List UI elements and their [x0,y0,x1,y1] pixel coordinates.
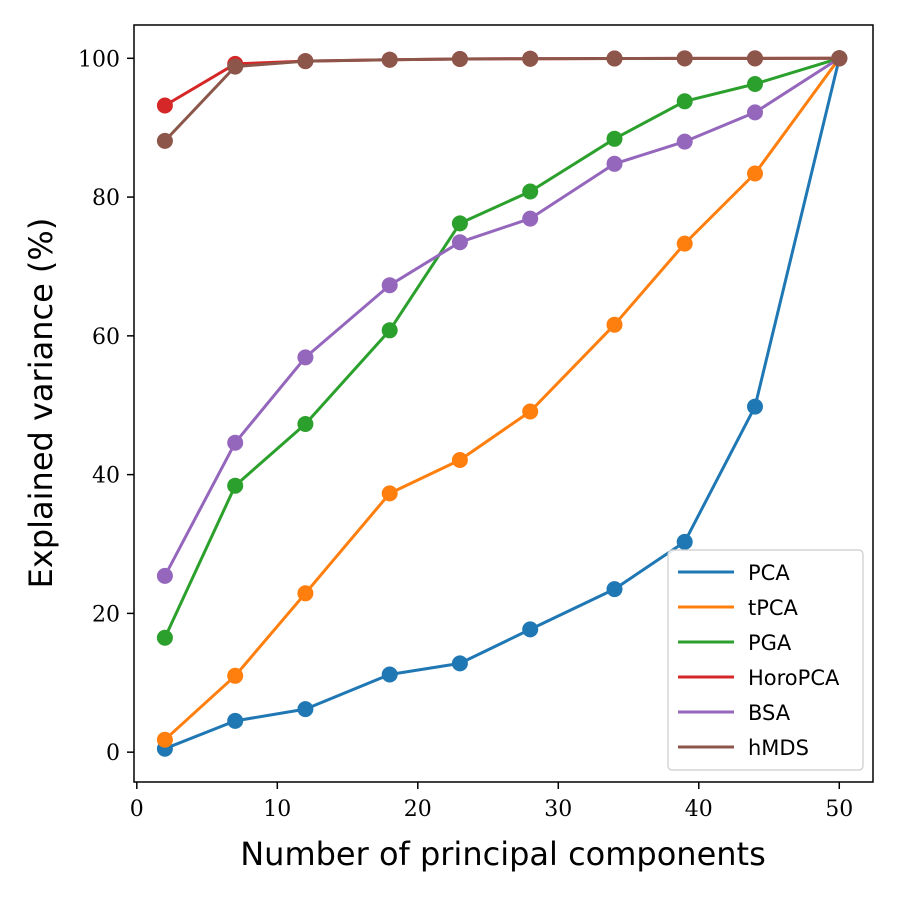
data-point-hmds [156,132,173,149]
data-point-tpca [676,235,693,252]
data-point-tpca [297,585,314,602]
series-pga [156,50,848,646]
series-line-pga [163,56,840,639]
data-point-tpca [747,165,763,182]
legend-label-tpca: tPCA [748,596,799,620]
data-point-tpca [381,485,398,502]
data-point-hmds [747,50,763,67]
series-line-hmds [163,56,840,142]
data-point-pga [156,629,173,646]
data-point-hmds [451,51,468,67]
data-point-pga [451,215,468,232]
data-point-hmds [831,50,848,67]
series-layer [156,50,848,757]
data-point-pca [606,581,623,598]
data-point-bsa [227,434,244,451]
series-tpca [156,50,848,748]
data-point-pga [297,416,314,432]
legend-label-hmds: hMDS [748,736,809,760]
series-bsa [156,50,848,584]
data-point-pca [676,533,693,550]
data-point-bsa [381,277,398,294]
legend-label-bsa: BSA [748,701,791,725]
y-tick-label: 80 [92,186,120,211]
data-point-tpca [451,452,468,468]
data-point-pga [676,93,693,110]
data-point-pca [381,666,398,683]
series-line-bsa [163,57,841,577]
data-point-hmds [227,58,244,75]
y-tick-label: 100 [78,47,120,72]
data-point-tpca [156,731,173,748]
data-point-pga [606,130,623,147]
data-point-horopca [156,97,173,114]
y-axis-label: Explained variance (%) [22,218,60,589]
y-tick-label: 0 [106,741,120,766]
data-point-bsa [606,155,623,172]
data-point-tpca [522,403,539,420]
data-point-hmds [606,50,623,67]
data-point-pca [747,398,763,415]
data-point-hmds [297,53,314,70]
x-tick-label: 30 [544,797,572,822]
y-tick-label: 40 [92,464,120,489]
x-tick-label: 20 [404,797,432,822]
data-point-pca [227,712,244,729]
x-axis-label: Number of principal components [240,835,766,873]
data-point-bsa [747,104,763,121]
data-point-hmds [522,50,539,67]
series-hmds [156,50,848,149]
data-point-bsa [676,133,693,150]
data-point-pga [747,76,763,92]
data-point-bsa [522,210,539,227]
series-line-tpca [163,57,841,741]
data-point-bsa [156,567,173,584]
data-point-tpca [606,316,623,333]
data-point-pca [451,655,468,672]
y-tick-label: 60 [92,325,120,350]
data-point-pga [227,477,244,494]
x-tick-label: 40 [685,797,713,822]
data-point-bsa [297,349,314,366]
data-point-hmds [381,51,398,68]
data-point-tpca [227,667,244,684]
series-line-pca [164,57,841,751]
legend-box [667,549,864,771]
plot-frame [133,24,874,783]
x-tick-label: 0 [130,797,144,822]
legend-label-pca: PCA [748,561,790,585]
ticks-layer: 0 10 20 30 40 50 0 20 40 60 80 100 [78,47,853,822]
data-point-pca [522,621,539,638]
legend: PCA tPCA PGA HoroPCA BSA hMDS [667,549,864,771]
legend-label-pga: PGA [748,631,792,655]
y-tick-label: 20 [92,602,120,627]
data-point-pca [297,701,314,718]
legend-label-horopca: HoroPCA [748,666,840,690]
x-tick-label: 50 [825,797,853,822]
x-tick-label: 10 [263,797,291,822]
data-point-bsa [451,234,468,251]
data-point-pga [522,183,539,200]
data-point-pga [381,322,398,339]
data-point-hmds [676,50,693,67]
